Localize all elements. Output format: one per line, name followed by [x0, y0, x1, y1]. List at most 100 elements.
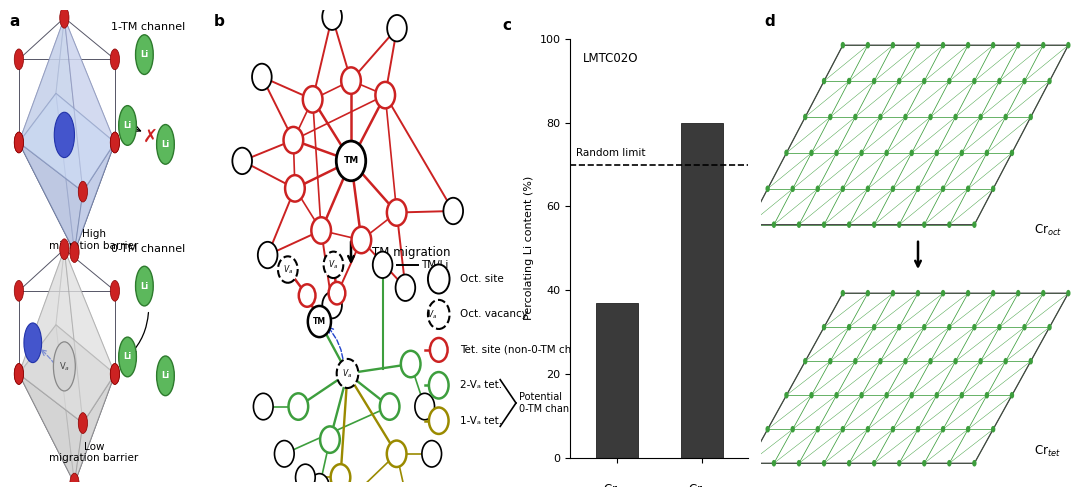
Circle shape — [322, 292, 342, 318]
Circle shape — [840, 42, 845, 49]
Circle shape — [422, 441, 442, 467]
Circle shape — [954, 113, 958, 120]
Text: Tet. site (non-0-TM channel): Tet. site (non-0-TM channel) — [460, 345, 604, 355]
Circle shape — [136, 35, 153, 75]
Circle shape — [285, 175, 305, 202]
Polygon shape — [18, 143, 83, 252]
Circle shape — [840, 186, 845, 192]
Circle shape — [1048, 78, 1052, 84]
Text: 1-Vₐ tet.: 1-Vₐ tet. — [460, 416, 502, 426]
Circle shape — [784, 392, 788, 398]
Circle shape — [809, 392, 813, 398]
Circle shape — [847, 324, 851, 331]
Circle shape — [746, 222, 751, 228]
Text: Cr$_{tet}$: Cr$_{tet}$ — [688, 483, 715, 487]
Circle shape — [997, 78, 1001, 84]
Circle shape — [797, 460, 801, 467]
Circle shape — [929, 358, 933, 364]
Circle shape — [960, 392, 964, 398]
Circle shape — [972, 460, 976, 467]
Circle shape — [866, 42, 870, 49]
Circle shape — [947, 78, 951, 84]
Text: TM: TM — [343, 156, 359, 166]
Circle shape — [14, 364, 24, 384]
Circle shape — [941, 426, 945, 432]
Circle shape — [797, 222, 801, 228]
Text: V$_a$: V$_a$ — [58, 360, 70, 373]
Text: $V_a$: $V_a$ — [328, 259, 338, 271]
Text: Li: Li — [161, 372, 170, 380]
Circle shape — [828, 358, 833, 364]
Circle shape — [252, 64, 272, 90]
Circle shape — [847, 460, 851, 467]
Circle shape — [947, 460, 951, 467]
Text: c: c — [502, 18, 512, 33]
Circle shape — [903, 113, 907, 120]
Circle shape — [1028, 358, 1032, 364]
Circle shape — [878, 113, 882, 120]
Text: 0-TM channel: 0-TM channel — [111, 244, 186, 254]
Circle shape — [24, 323, 42, 363]
Circle shape — [1048, 324, 1052, 331]
Circle shape — [415, 393, 434, 420]
Circle shape — [296, 464, 315, 487]
Circle shape — [330, 464, 350, 487]
Circle shape — [387, 15, 407, 41]
Circle shape — [430, 338, 447, 362]
Text: ✗: ✗ — [144, 128, 159, 146]
Circle shape — [380, 393, 400, 420]
Circle shape — [337, 359, 359, 388]
Circle shape — [784, 150, 788, 156]
Circle shape — [14, 364, 24, 384]
Text: Cr$_{tet}$: Cr$_{tet}$ — [1034, 444, 1061, 459]
Circle shape — [853, 113, 858, 120]
Circle shape — [70, 473, 79, 487]
Polygon shape — [56, 94, 114, 252]
Text: Li: Li — [140, 50, 149, 59]
Circle shape — [1023, 78, 1027, 84]
Circle shape — [835, 392, 839, 398]
Text: $V_a$: $V_a$ — [427, 308, 436, 320]
Circle shape — [311, 217, 330, 244]
Text: Cr$_{oct}$: Cr$_{oct}$ — [603, 483, 631, 487]
Circle shape — [872, 324, 876, 331]
Circle shape — [1066, 290, 1070, 297]
Circle shape — [278, 256, 298, 283]
Circle shape — [815, 426, 820, 432]
Polygon shape — [18, 18, 65, 143]
Circle shape — [401, 351, 420, 377]
Circle shape — [897, 324, 902, 331]
Circle shape — [110, 49, 120, 70]
Circle shape — [885, 392, 889, 398]
Circle shape — [157, 356, 174, 395]
Text: Li: Li — [161, 140, 170, 149]
Circle shape — [110, 364, 120, 384]
Circle shape — [746, 460, 751, 467]
Text: Li: Li — [123, 121, 132, 130]
Text: Cr$_{oct}$: Cr$_{oct}$ — [1034, 223, 1062, 238]
Circle shape — [847, 78, 851, 84]
Circle shape — [429, 408, 448, 434]
Circle shape — [1041, 42, 1045, 49]
Circle shape — [934, 150, 939, 156]
Circle shape — [322, 3, 342, 30]
Text: High
migration barrier: High migration barrier — [50, 229, 138, 251]
Circle shape — [860, 392, 864, 398]
Circle shape — [1010, 150, 1014, 156]
Circle shape — [288, 393, 308, 420]
Circle shape — [302, 86, 323, 112]
Text: Low
migration barrier: Low migration barrier — [50, 442, 138, 463]
Circle shape — [909, 150, 914, 156]
Circle shape — [891, 426, 895, 432]
Circle shape — [954, 358, 958, 364]
Circle shape — [387, 199, 406, 226]
Circle shape — [54, 112, 75, 158]
Circle shape — [70, 242, 79, 262]
Circle shape — [254, 393, 273, 420]
Circle shape — [885, 150, 889, 156]
Circle shape — [878, 358, 882, 364]
Circle shape — [966, 186, 970, 192]
Polygon shape — [65, 249, 114, 423]
Circle shape — [1041, 290, 1045, 297]
Circle shape — [822, 222, 826, 228]
